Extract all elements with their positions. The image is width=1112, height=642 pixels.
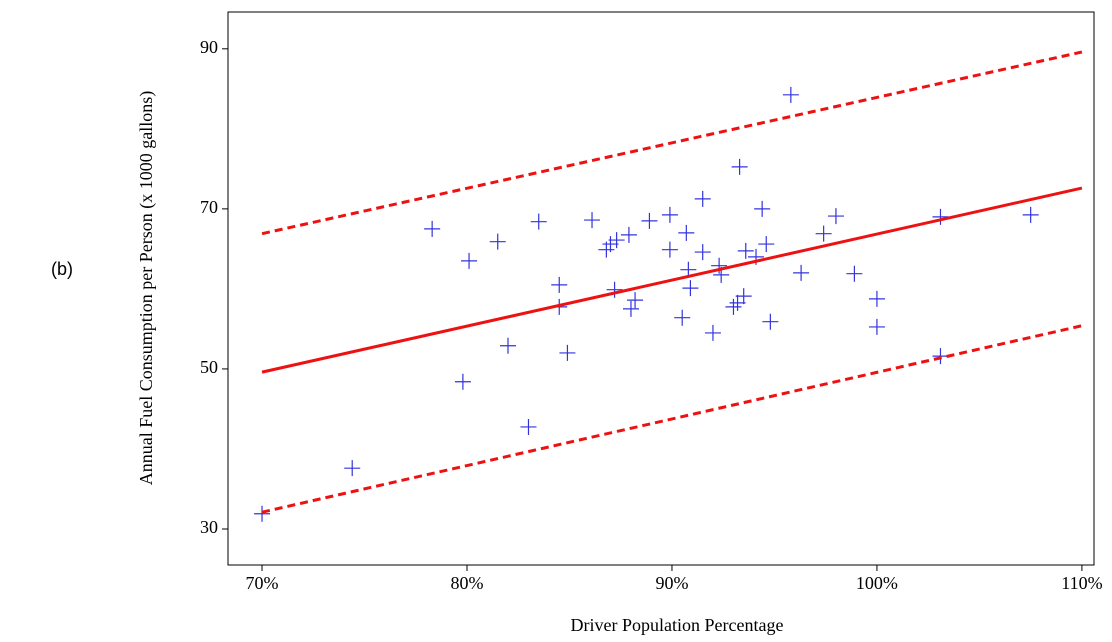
scatter-point — [1022, 206, 1039, 223]
scatter-point — [754, 200, 771, 217]
y-tick-label: 70 — [200, 197, 218, 217]
scatter-point — [793, 264, 810, 281]
scatter-point — [608, 232, 625, 249]
scatter-point — [932, 208, 949, 225]
scatter-point — [735, 288, 752, 305]
scatter-point — [846, 265, 863, 282]
scatter-point — [606, 281, 623, 298]
scatter-point — [729, 294, 746, 311]
scatter-point — [737, 242, 754, 259]
scatter-point — [584, 212, 601, 229]
scatter-point — [254, 505, 271, 522]
scatter-point — [827, 208, 844, 225]
scatter-point — [682, 280, 699, 297]
scatter-point — [762, 313, 779, 330]
scatter-point — [454, 373, 471, 390]
scatter-point — [602, 236, 619, 253]
x-tick-label: 90% — [655, 573, 688, 593]
panel-label: (b) — [51, 259, 73, 279]
scatter-point — [704, 324, 721, 341]
scatter-point — [344, 460, 361, 477]
scatter-point — [782, 86, 799, 103]
prediction-band — [261, 324, 1083, 514]
scatter-point — [678, 224, 695, 241]
scatter-point — [559, 344, 576, 361]
scatter-point — [868, 318, 885, 335]
scatter-point — [661, 241, 678, 258]
scatter-point — [868, 290, 885, 307]
x-tick-label: 110% — [1061, 573, 1102, 593]
scatter-point — [674, 309, 691, 326]
x-tick-label: 70% — [246, 573, 279, 593]
scatter-point — [530, 213, 547, 230]
scatter-point — [489, 233, 506, 250]
scatter-point — [661, 206, 678, 223]
scatter-point — [932, 348, 949, 365]
plot-frame — [227, 11, 1095, 566]
scatter-point — [622, 300, 639, 317]
scatter-point — [520, 418, 537, 435]
y-tick-label: 90 — [200, 37, 218, 57]
scatter-point — [461, 252, 478, 269]
x-tick-label: 100% — [856, 573, 898, 593]
fit-line — [261, 186, 1083, 374]
scatter-point — [551, 276, 568, 293]
scatter-point — [725, 298, 742, 315]
y-tick-label: 30 — [200, 517, 218, 537]
scatter-point — [424, 220, 441, 237]
x-axis-label: Driver Population Percentage — [571, 615, 784, 635]
scatter-point — [694, 244, 711, 261]
x-tick-label: 80% — [450, 573, 483, 593]
y-axis-label: Annual Fuel Consumption per Person (x 10… — [136, 91, 157, 485]
scatter-point — [731, 158, 748, 175]
scatter-point — [815, 225, 832, 242]
scatter-point — [641, 212, 658, 229]
scatter-point — [620, 226, 637, 243]
prediction-band — [261, 50, 1083, 236]
scatter-point — [499, 337, 516, 354]
scatter-point — [758, 236, 775, 253]
y-tick-label: 50 — [200, 357, 218, 377]
scatter-point — [627, 292, 644, 309]
scatter-point — [694, 190, 711, 207]
